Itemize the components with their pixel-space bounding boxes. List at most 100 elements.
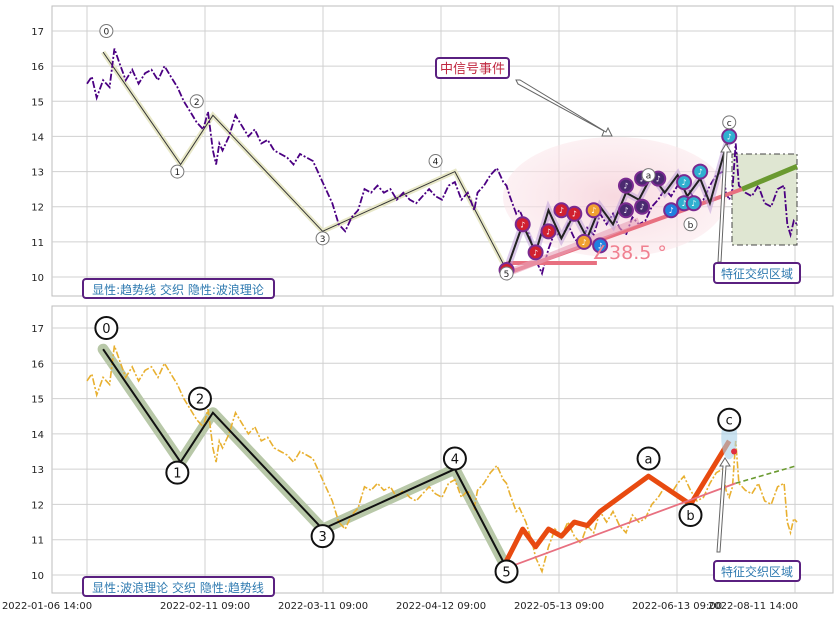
signal-marker-glyph: ♪ (533, 248, 538, 257)
top-zone-text: 特征交织区域 (721, 266, 793, 281)
top-wave-label-text: 1 (174, 168, 180, 178)
signal-marker-glyph: ♪ (623, 182, 628, 191)
top-trend-glow (505, 217, 641, 277)
y-tick-label: 12 (31, 500, 44, 511)
top-panel-frame (51, 5, 834, 297)
signal-marker (514, 216, 531, 233)
top-wave-label-circle (99, 24, 114, 38)
bottom-wave-label-circle (494, 559, 519, 584)
signal-marker (634, 198, 651, 215)
signal-marker-glyph: ♪ (546, 227, 551, 236)
x-tick-label: 2022-05-13 09:00 (514, 601, 604, 612)
signal-marker (585, 202, 602, 219)
top-wave-label-text: 0 (103, 28, 109, 38)
bottom-wave-label-circle (442, 446, 467, 471)
signal-marker-glyph: ♪ (623, 206, 628, 215)
signal-marker (576, 233, 592, 250)
signal-marker-glyph: ♪ (591, 206, 596, 215)
top-wave-label-text: c (727, 119, 732, 129)
signal-marker (617, 202, 634, 219)
top-wave-label-circle (641, 168, 656, 183)
bottom-y-tick-labels: 10 11 12 13 14 15 16 17 (31, 324, 44, 582)
y-tick-label: 17 (31, 27, 44, 38)
top-wave-label-circle (189, 94, 204, 109)
y-tick-label: 11 (31, 536, 44, 547)
y-tick-label: 17 (31, 324, 44, 335)
signal-marker-glyph: ♪ (691, 199, 696, 208)
signal-marker-glyph: ♪ (681, 199, 686, 208)
y-tick-label: 16 (31, 62, 44, 73)
signal-marker-glyph: ♪ (572, 210, 577, 219)
signal-marker (617, 177, 634, 194)
top-wave-label-circle (170, 164, 185, 179)
y-tick-label: 11 (31, 238, 44, 249)
angle-label: ∠38.5 ° (592, 242, 667, 264)
bottom-wave-label-circle (187, 386, 212, 411)
signal-marker (540, 223, 557, 240)
top-wave-label-text: 5 (504, 270, 510, 280)
y-tick-label: 12 (31, 203, 44, 214)
signal-marker-glyph: ♪ (727, 132, 732, 141)
y-tick-label: 14 (31, 430, 44, 441)
y-tick-label: 13 (31, 465, 44, 476)
y-tick-label: 15 (31, 395, 44, 406)
bottom-wave-label-circle (310, 524, 335, 549)
bottom-wave-label-text: 2 (196, 393, 204, 408)
bottom-trend-layer (506, 464, 798, 569)
signal-annotation-text: 中信号事件 (440, 62, 505, 77)
bottom-wave-label-text: c (726, 414, 733, 429)
y-tick-label: 10 (31, 273, 44, 284)
top-y-tick-labels: 10 11 12 13 14 15 16 17 (31, 27, 44, 284)
top-wave-layer (101, 50, 509, 272)
bottom-wave-label-text: b (686, 509, 694, 524)
top-legend-text: 显性:趋势线 交织 隐性:波浪理论 (92, 282, 264, 297)
bottom-orange-wave (504, 439, 732, 563)
x-tick-label: 2022-04-12 09:00 (396, 601, 486, 612)
bottom-wave-label-text: 5 (502, 565, 510, 580)
signal-marker-glyph: ♪ (640, 203, 645, 212)
bottom-trend-green (735, 464, 798, 485)
bottom-legend-text: 显性:波浪理论 交织 隐性:趋势线 (92, 580, 264, 595)
signal-marker-glyph: ♪ (681, 178, 686, 187)
bottom-wave-label-circle (165, 460, 190, 485)
x-tick-label: 2022-02-11 09:00 (160, 601, 250, 612)
signal-marker (566, 205, 583, 222)
bottom-wave-label-text: 1 (173, 467, 181, 482)
y-tick-label: 15 (31, 97, 44, 108)
signal-marker-glyph: ♪ (669, 206, 674, 215)
bottom-wave-label-circle (678, 503, 703, 528)
bottom-wave-line (102, 348, 508, 569)
bottom-wave-label-circle (717, 407, 742, 432)
bottom-legend-box (82, 576, 275, 597)
bottom-wave-label-circle (94, 316, 119, 340)
top-wave-label-text: 4 (433, 158, 439, 168)
x-tick-label: 2022-01-06 14:00 (2, 601, 92, 612)
bottom-trend-pink (506, 482, 736, 569)
signal-annotation-box (435, 57, 510, 79)
y-tick-label: 10 (31, 571, 44, 582)
signal-marker (692, 163, 709, 180)
x-tick-label: 2022-03-11 09:00 (278, 601, 368, 612)
bottom-wave-label-text: 0 (102, 322, 110, 337)
top-legend-box (82, 278, 275, 299)
top-wave-labels: 0 1 2 3 4 5 a b c (99, 24, 737, 281)
bottom-zone-arrow-icon (716, 457, 731, 553)
bottom-zone-box (713, 560, 801, 582)
bottom-wave-label-text: a (645, 453, 653, 468)
signal-marker-glyph: ♪ (698, 168, 703, 177)
signal-marker-glyph: ♪ (581, 238, 586, 247)
top-wave-line (102, 51, 507, 271)
y-tick-label: 16 (31, 359, 44, 370)
top-wave-label-circle (499, 266, 514, 281)
x-tick-label: 2022-08-11 14:00 (708, 601, 798, 612)
x-tick-labels: 2022-01-06 14:00 2022-02-11 09:00 2022-03-… (2, 601, 798, 612)
bottom-c-dot (731, 448, 738, 455)
feature-zone-shade (731, 153, 798, 246)
bottom-panel-frame (51, 305, 834, 594)
top-wave-label-circle (315, 231, 330, 246)
bottom-wave-labels: 0 1 2 3 4 5 a b c (94, 316, 742, 584)
y-tick-label: 13 (31, 168, 44, 179)
bottom-wave-label-text: 3 (318, 530, 326, 545)
bottom-wave-label-text: 4 (451, 453, 459, 468)
top-trend-green (741, 163, 798, 192)
